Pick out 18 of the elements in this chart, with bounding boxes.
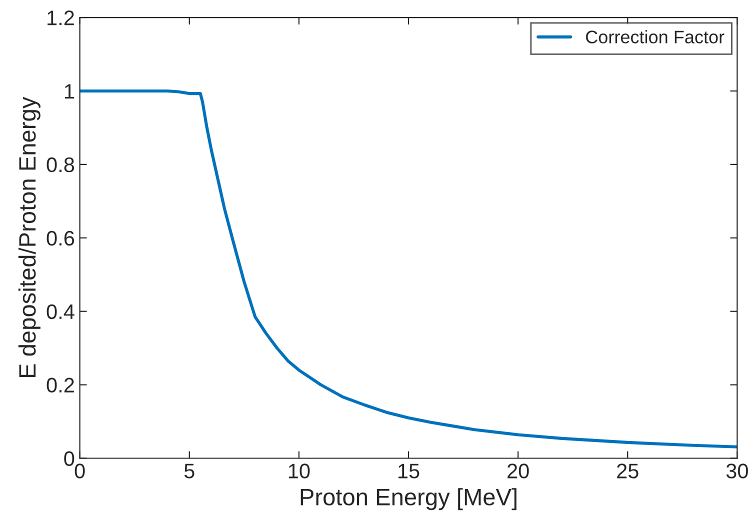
y-axis-title: E deposited/Proton Energy xyxy=(18,96,40,378)
x-tick-label: 25 xyxy=(617,464,638,478)
x-tick-label: 15 xyxy=(398,464,420,478)
y-tick-label: 0.8 xyxy=(46,157,74,172)
x-tick-label: 0 xyxy=(74,464,85,478)
x-axis-title: Proton Energy [MeV] xyxy=(300,488,516,510)
x-tick-label: 20 xyxy=(508,464,529,478)
x-tick-label: 5 xyxy=(184,464,194,478)
y-tick-label: 1 xyxy=(64,84,74,99)
y-tick-label: 0.2 xyxy=(46,378,74,393)
y-tick-label: 1.2 xyxy=(48,10,74,26)
y-tick-label: 0 xyxy=(64,451,74,466)
y-tick-label: 0.4 xyxy=(46,304,74,320)
line-series xyxy=(80,89,738,448)
x-tick-label: 10 xyxy=(288,464,310,478)
y-tick-label: 0.6 xyxy=(46,230,74,246)
x-tick-label: 30 xyxy=(726,464,748,478)
legend-label: Correction Factor xyxy=(586,30,724,44)
